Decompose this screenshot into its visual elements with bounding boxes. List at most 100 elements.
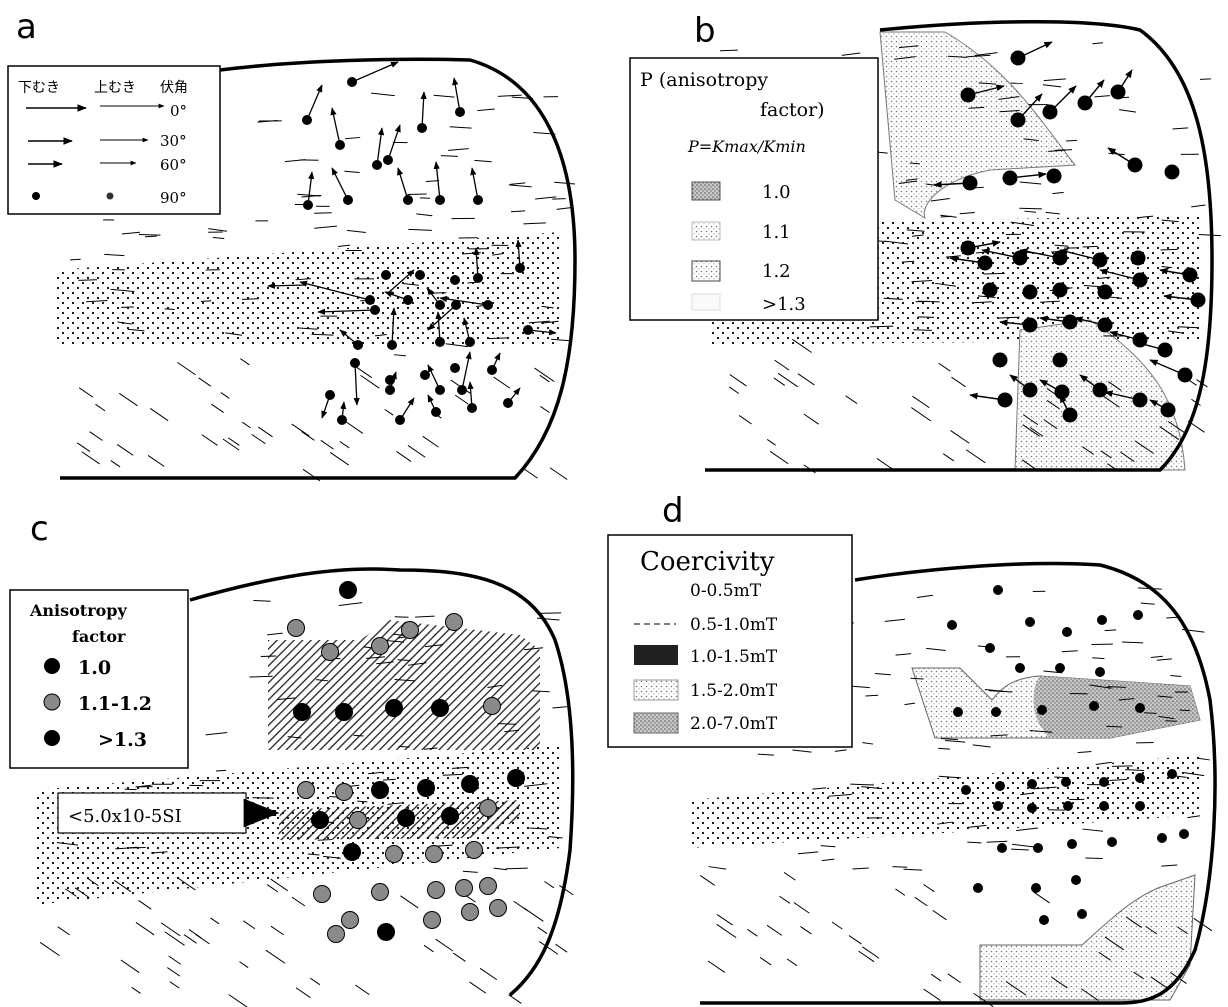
foliation-tick [539, 374, 550, 383]
foliation-tick [393, 354, 407, 357]
foliation-tick [393, 633, 405, 637]
foliation-tick [423, 944, 434, 953]
foliation-tick [1089, 684, 1112, 689]
foliation-tick [135, 922, 155, 936]
foliation-tick [766, 439, 776, 446]
sample-point [441, 807, 459, 825]
foliation-tick [86, 877, 99, 887]
foliation-tick [986, 840, 1008, 843]
sample-point [489, 899, 507, 917]
foliation-tick [913, 329, 933, 331]
foliation-tick [1023, 138, 1039, 142]
foliation-tick [329, 452, 349, 466]
sample-point [960, 240, 976, 256]
legend-b-swatch-1 [691, 181, 721, 201]
paleomag-arrow [387, 124, 401, 161]
sample-point [465, 841, 483, 859]
foliation-tick [345, 136, 361, 140]
foliation-tick [397, 659, 411, 661]
sample-point [993, 801, 1003, 811]
foliation-tick [508, 184, 532, 188]
sample-point [350, 358, 360, 368]
sample-point [483, 300, 493, 310]
foliation-tick [524, 783, 548, 787]
foliation-tick [239, 961, 249, 968]
foliation-tick [169, 981, 180, 989]
foliation-tick [1161, 864, 1178, 867]
foliation-tick [858, 950, 875, 963]
foliation-tick [311, 333, 334, 336]
foliation-tick [1022, 424, 1040, 437]
foliation-tick [959, 212, 975, 215]
sample-point [325, 390, 335, 400]
foliation-tick [368, 771, 384, 775]
foliation-tick [852, 867, 869, 870]
foliation-tick [513, 900, 528, 912]
sample-point [335, 140, 345, 150]
foliation-tick [510, 210, 526, 213]
sample-point [483, 697, 501, 715]
foliation-tick [346, 229, 366, 233]
sample-point [1033, 843, 1043, 853]
foliation-tick [783, 871, 796, 881]
foliation-tick [493, 867, 507, 871]
sample-point [479, 877, 497, 895]
foliation-tick [1022, 414, 1039, 426]
sample-point [455, 107, 465, 117]
foliation-tick [425, 644, 444, 648]
foliation-tick [323, 855, 341, 859]
sample-point [397, 809, 415, 827]
foliation-tick [898, 45, 919, 49]
sample-point [403, 295, 413, 305]
foliation-tick [831, 921, 843, 930]
foliation-tick [317, 839, 333, 841]
foliation-tick [1156, 658, 1172, 661]
sample-point [1177, 367, 1193, 383]
foliation-tick [967, 824, 987, 828]
foliation-tick [320, 439, 334, 450]
foliation-tick [479, 967, 498, 981]
sample-point [293, 703, 311, 721]
foliation-tick [1107, 686, 1126, 688]
foliation-tick [541, 320, 559, 324]
foliation-tick [947, 55, 968, 58]
foliation-tick [287, 736, 302, 739]
foliation-tick [940, 214, 957, 218]
paleomag-arrow [473, 247, 480, 279]
foliation-tick [861, 786, 883, 790]
foliation-tick [965, 449, 986, 464]
sample-point [997, 392, 1013, 408]
foliation-tick [493, 376, 511, 389]
foliation-tick [167, 967, 181, 977]
sample-point [349, 811, 367, 829]
sample-point [445, 613, 463, 631]
foliation-tick [78, 387, 94, 398]
legend-b-swatch-3 [691, 260, 721, 282]
foliation-tick [1092, 42, 1103, 45]
foliation-tick [1020, 792, 1034, 796]
foliation-tick [270, 878, 289, 892]
legend-a-row-0: 0° [170, 102, 187, 120]
legend-d: Coercivity 0-0.5mT 0.5-1.0mT 1.0-1.5mT 1… [607, 534, 853, 748]
foliation-tick [147, 454, 165, 467]
foliation-tick [251, 433, 266, 445]
foliation-tick [1112, 765, 1133, 767]
foliation-tick [792, 749, 812, 753]
foliation-tick [1051, 976, 1068, 989]
foliation-tick [242, 421, 251, 429]
sample-point [1135, 773, 1145, 783]
foliation-tick [415, 615, 435, 618]
sample-point [371, 883, 389, 901]
foliation-tick [1157, 695, 1173, 698]
sample-point [385, 845, 403, 863]
foliation-tick [901, 260, 915, 263]
sample-point [1063, 801, 1073, 811]
foliation-tick [240, 358, 250, 366]
foliation-tick [1140, 602, 1155, 605]
foliation-tick [425, 180, 440, 182]
foliation-tick [1054, 244, 1069, 247]
foliation-tick [544, 880, 555, 889]
foliation-tick [883, 297, 903, 300]
foliation-tick [440, 155, 458, 157]
